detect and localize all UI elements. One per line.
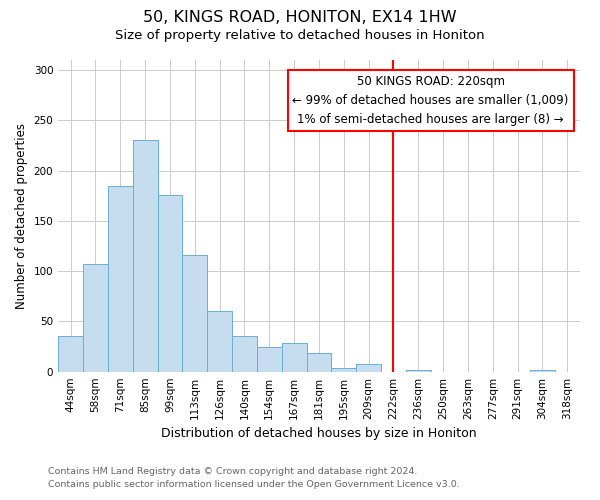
Text: 50, KINGS ROAD, HONITON, EX14 1HW: 50, KINGS ROAD, HONITON, EX14 1HW	[143, 10, 457, 25]
Bar	[406, 370, 431, 372]
Bar	[108, 186, 133, 372]
Text: Contains HM Land Registry data © Crown copyright and database right 2024.
Contai: Contains HM Land Registry data © Crown c…	[48, 468, 460, 489]
X-axis label: Distribution of detached houses by size in Honiton: Distribution of detached houses by size …	[161, 427, 477, 440]
Bar	[133, 140, 158, 372]
Text: Size of property relative to detached houses in Honiton: Size of property relative to detached ho…	[115, 29, 485, 42]
Bar	[83, 264, 108, 372]
Y-axis label: Number of detached properties: Number of detached properties	[15, 123, 28, 309]
Bar	[530, 370, 555, 372]
Bar	[356, 364, 381, 372]
Bar	[281, 342, 307, 372]
Bar	[182, 255, 207, 372]
Bar	[207, 312, 232, 372]
Bar	[257, 346, 281, 372]
Text: 50 KINGS ROAD: 220sqm
← 99% of detached houses are smaller (1,009)
1% of semi-de: 50 KINGS ROAD: 220sqm ← 99% of detached …	[292, 75, 569, 126]
Bar	[158, 194, 182, 372]
Bar	[232, 336, 257, 372]
Bar	[331, 368, 356, 372]
Bar	[307, 352, 331, 372]
Bar	[58, 336, 83, 372]
